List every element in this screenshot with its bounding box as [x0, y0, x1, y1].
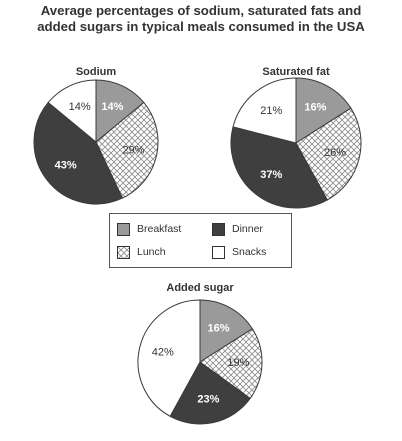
label-sodium-dinner: 43%: [55, 160, 77, 172]
pie-title-sodium: Sodium: [76, 66, 117, 78]
legend-item-lunch: Lunch: [117, 245, 166, 259]
chart-title: Average percentages of sodium, saturated…: [0, 3, 402, 35]
legend: Breakfast Dinner Lunch Snacks: [109, 213, 292, 268]
slice-sodium-breakfast: [95, 79, 145, 144]
slice-added-sugar-breakfast: [199, 299, 254, 363]
label-sodium-lunch: 29%: [122, 144, 144, 156]
label-saturated-fat-lunch: 26%: [324, 147, 346, 159]
pie-added-sugar: Added sugar 16% 19% 23% 42%: [137, 282, 263, 425]
chart-title-line-1: Average percentages of sodium, saturated…: [40, 3, 362, 18]
legend-swatch-breakfast: [117, 222, 130, 236]
label-saturated-fat-breakfast: 16%: [304, 102, 326, 114]
slice-saturated-fat-dinner: [230, 126, 328, 209]
legend-label-lunch: Lunch: [137, 246, 166, 258]
slice-saturated-fat-breakfast: [295, 77, 352, 144]
slice-added-sugar-dinner: [169, 361, 251, 425]
pie-title-saturated-fat: Saturated fat: [262, 66, 330, 78]
label-added-sugar-dinner: 23%: [197, 394, 219, 406]
legend-swatch-dinner: [212, 222, 225, 236]
slice-saturated-fat-snacks: [232, 77, 297, 144]
label-saturated-fat-snacks: 21%: [260, 105, 282, 117]
legend-item-snacks: Snacks: [212, 245, 266, 259]
label-sodium-breakfast: 14%: [101, 101, 123, 113]
slice-saturated-fat-lunch: [295, 107, 362, 201]
label-added-sugar-lunch: 19%: [227, 357, 249, 369]
pie-sodium: Sodium 14% 29% 43% 14%: [33, 66, 159, 205]
legend-label-dinner: Dinner: [232, 223, 263, 235]
chart-title-line-2: added sugars in typical meals consumed i…: [37, 19, 365, 34]
slice-added-sugar-lunch: [199, 328, 263, 400]
slice-sodium-snacks: [47, 79, 97, 144]
legend-label-breakfast: Breakfast: [137, 223, 182, 235]
pie-saturated-fat: Saturated fat 16% 26% 37% 21%: [230, 66, 362, 209]
label-saturated-fat-dinner: 37%: [260, 169, 282, 181]
legend-item-dinner: Dinner: [212, 222, 263, 236]
legend-label-snacks: Snacks: [232, 246, 267, 258]
label-sodium-snacks: 14%: [69, 101, 91, 113]
pie-title-added-sugar: Added sugar: [166, 282, 234, 294]
legend-item-breakfast: Breakfast: [117, 222, 181, 236]
slice-added-sugar-snacks: [137, 299, 201, 418]
legend-swatch-lunch: [117, 245, 130, 259]
label-added-sugar-breakfast: 16%: [208, 322, 230, 334]
slice-sodium-dinner: [33, 101, 124, 205]
legend-swatch-snacks: [212, 245, 225, 259]
label-added-sugar-snacks: 42%: [152, 346, 174, 358]
